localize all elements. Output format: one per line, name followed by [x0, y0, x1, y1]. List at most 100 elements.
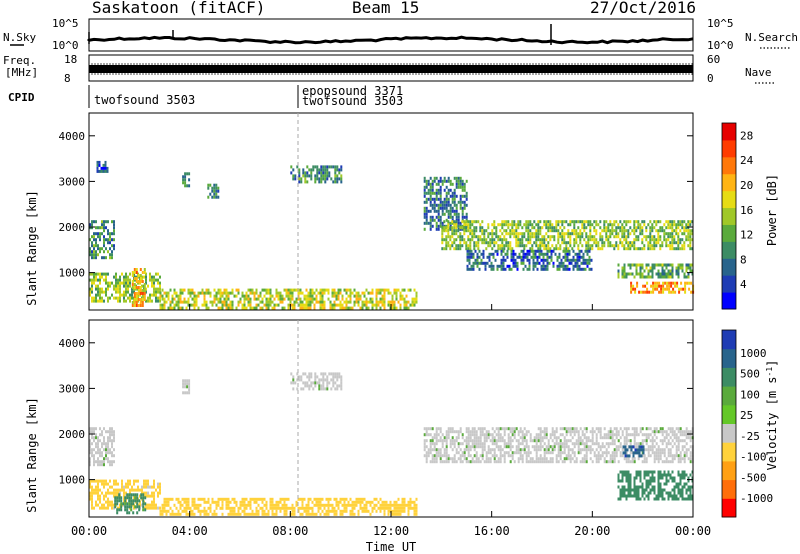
echo-cell: [625, 427, 628, 431]
echo-cell: [283, 503, 286, 507]
echo-cell: [555, 223, 558, 227]
echo-cell: [457, 218, 460, 222]
echo-cell: [97, 278, 99, 282]
echo-cell: [663, 232, 666, 236]
echo-cell: [485, 457, 488, 461]
echo-cell: [355, 297, 358, 301]
echo-cell: [453, 226, 456, 230]
echo-cell: [182, 379, 185, 383]
echo-cell: [609, 436, 612, 440]
echo-cell: [197, 291, 200, 295]
echo-cell: [524, 264, 527, 268]
echo-cell: [630, 287, 633, 291]
echo-cell: [653, 479, 656, 483]
echo-cell: [387, 291, 390, 295]
echo-cell: [95, 287, 97, 291]
echo-cell: [261, 497, 264, 501]
echo-cell: [639, 479, 642, 483]
echo-cell: [136, 496, 139, 500]
echo-cell: [305, 503, 308, 507]
echo-cell: [143, 275, 145, 279]
echo-cell: [249, 500, 252, 504]
echo-cell: [405, 306, 408, 310]
echo-cell: [157, 272, 159, 276]
echo-cell: [221, 291, 224, 295]
echo-cell: [609, 232, 612, 236]
echo-cell: [425, 200, 428, 204]
echo-cell: [512, 261, 515, 265]
echo-cell: [475, 229, 478, 233]
echo-cell: [113, 436, 115, 440]
echo-cell: [324, 168, 327, 172]
echo-cell: [397, 512, 400, 516]
echo-cell: [647, 473, 650, 477]
echo-cell: [453, 212, 456, 216]
echo-cell: [489, 457, 492, 461]
echo-cell: [111, 256, 113, 260]
echo-cell: [397, 506, 400, 510]
echo-cell: [199, 509, 202, 513]
echo-cell: [567, 445, 570, 449]
echo-cell: [343, 288, 346, 292]
echo-cell: [163, 503, 166, 507]
echo-cell: [267, 509, 270, 513]
echo-cell: [662, 290, 665, 294]
echo-cell: [562, 267, 565, 271]
echo-cell: [279, 509, 282, 513]
echo-cell: [563, 241, 566, 245]
echo-cell: [633, 436, 636, 440]
echo-cell: [245, 306, 248, 310]
echo-cell: [101, 275, 103, 279]
echo-cell: [289, 288, 292, 292]
echo-cell: [647, 223, 650, 227]
echo-cell: [161, 503, 164, 507]
echo-cell: [455, 448, 458, 452]
echo-cell: [509, 223, 512, 227]
echo-cell: [111, 442, 113, 446]
echo-cell: [333, 294, 336, 298]
echo-cell: [485, 451, 488, 455]
echo-cell: [455, 215, 458, 219]
echo-cell: [145, 275, 147, 279]
echo-cell: [593, 229, 596, 233]
echo-cell: [517, 238, 520, 242]
echo-cell: [292, 381, 295, 385]
echo-cell: [521, 430, 524, 434]
echo-cell: [283, 512, 286, 516]
plot-title: Saskatoon (fitACF): [92, 0, 265, 17]
echo-cell: [89, 253, 91, 257]
echo-cell: [677, 232, 680, 236]
echo-cell: [647, 436, 650, 440]
echo-cell: [579, 232, 582, 236]
echo-cell: [107, 488, 109, 492]
echo-cell: [683, 473, 686, 477]
echo-cell: [265, 303, 268, 307]
echo-cell: [113, 284, 115, 288]
echo-cell: [155, 299, 157, 303]
echo-cell: [393, 503, 396, 507]
echo-cell: [105, 220, 107, 224]
echo-cell: [659, 454, 662, 458]
echo-cell: [567, 223, 570, 227]
echo-cell: [106, 169, 109, 173]
echo-cell: [98, 160, 101, 164]
echo-cell: [518, 252, 521, 256]
echo-cell: [579, 439, 582, 443]
echo-cell: [109, 281, 111, 285]
echo-cell: [469, 220, 472, 224]
echo-cell: [295, 300, 298, 304]
echo-cell: [529, 457, 532, 461]
echo-cell: [89, 427, 91, 431]
echo-cell: [453, 442, 456, 446]
echo-cell: [340, 378, 343, 382]
echo-cell: [569, 235, 572, 239]
echo-cell: [461, 451, 464, 455]
echo-cell: [189, 303, 192, 307]
echo-cell: [533, 448, 536, 452]
echo-cell: [457, 247, 460, 251]
echo-cell: [227, 500, 230, 504]
echo-cell: [451, 194, 454, 198]
echo-cell: [319, 294, 322, 298]
echo-cell: [357, 512, 360, 516]
echo-cell: [347, 288, 350, 292]
